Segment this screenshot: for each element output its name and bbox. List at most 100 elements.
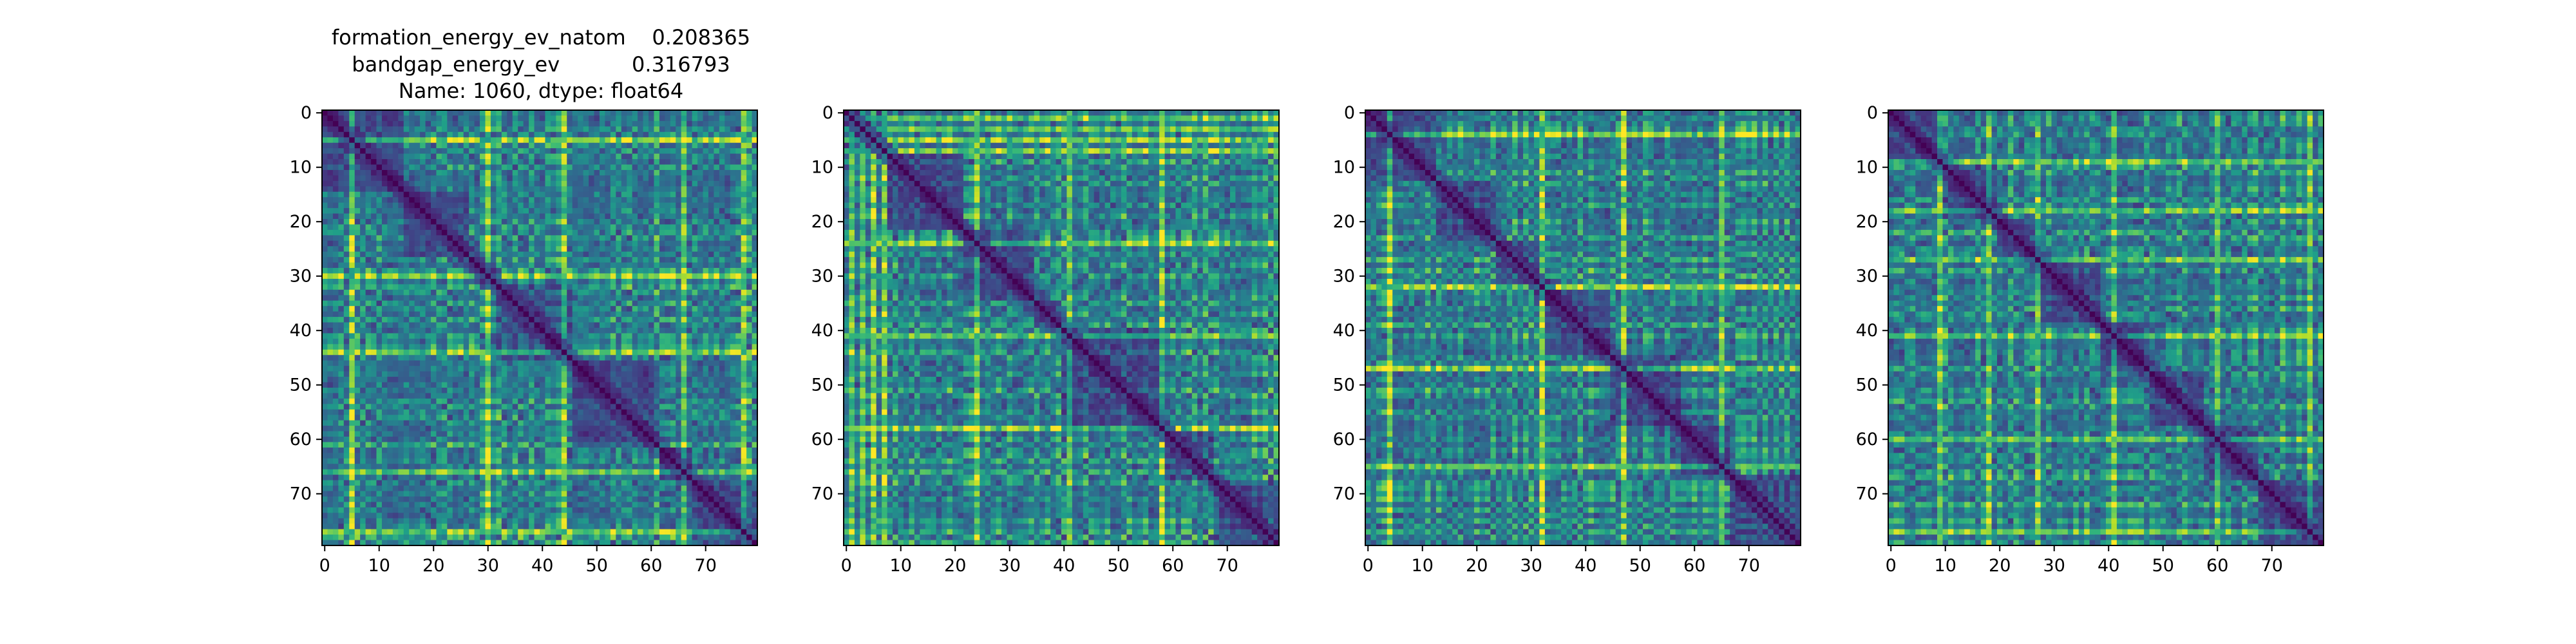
heatmap-cell	[583, 388, 589, 393]
heatmap-cell	[333, 132, 339, 138]
heatmap-cell	[486, 148, 491, 154]
heatmap-cell	[687, 301, 692, 307]
heatmap-cell	[529, 366, 535, 372]
heatmap-cell	[420, 126, 426, 132]
heatmap-cell	[371, 377, 377, 383]
heatmap-cell	[676, 143, 681, 149]
heatmap-cell	[741, 328, 747, 334]
heatmap-cell	[676, 241, 681, 247]
heatmap-cell	[540, 339, 545, 345]
heatmap-cell	[594, 121, 600, 127]
heatmap-cell	[447, 126, 453, 132]
heatmap-cell	[355, 426, 361, 431]
heatmap-cell	[681, 121, 687, 127]
heatmap-cell	[670, 252, 676, 258]
heatmap-cell	[333, 197, 339, 203]
heatmap-cell	[741, 312, 747, 317]
heatmap-cell	[611, 186, 616, 192]
heatmap-cell	[480, 306, 486, 312]
heatmap-cell	[654, 361, 659, 366]
heatmap-cell	[708, 442, 714, 448]
heatmap-cell	[409, 333, 415, 339]
heatmap-cell	[420, 372, 426, 377]
heatmap-cell	[355, 197, 361, 203]
heatmap-cell	[638, 230, 643, 236]
heatmap-cell	[349, 263, 355, 269]
heatmap-cell	[578, 252, 583, 258]
heatmap-cell	[714, 431, 719, 437]
heatmap-cell	[649, 126, 654, 132]
heatmap-cell	[458, 344, 464, 350]
heatmap-cell	[676, 344, 681, 350]
heatmap-cell	[420, 274, 426, 279]
heatmap-cell	[556, 399, 562, 404]
heatmap-cell	[746, 203, 752, 209]
heatmap-cell	[545, 154, 551, 160]
heatmap-cell	[507, 306, 513, 312]
heatmap-cell	[387, 426, 393, 431]
heatmap-cell	[540, 192, 545, 198]
heatmap-cell	[426, 208, 431, 214]
heatmap-cell	[714, 295, 719, 301]
heatmap-cell	[349, 404, 355, 410]
heatmap-cell	[322, 312, 328, 317]
heatmap-cell	[491, 241, 497, 247]
heatmap-cell	[681, 284, 687, 290]
heatmap-cell	[589, 333, 594, 339]
heatmap-cell	[681, 295, 687, 301]
heatmap-cell	[393, 448, 399, 453]
heatmap-cell	[426, 317, 431, 323]
heatmap-cell	[556, 361, 562, 366]
heatmap-cell	[578, 170, 583, 176]
heatmap-cell	[327, 170, 333, 176]
heatmap-cell	[464, 388, 469, 393]
heatmap-cell	[447, 181, 453, 187]
heatmap-cell	[562, 192, 567, 198]
heatmap-cell	[643, 410, 649, 415]
heatmap-cell	[697, 437, 703, 442]
heatmap-cell	[643, 306, 649, 312]
heatmap-cell	[327, 132, 333, 138]
heatmap-cell	[518, 442, 524, 448]
heatmap-cell	[518, 274, 524, 279]
heatmap-cell	[654, 377, 659, 383]
heatmap-cell	[687, 404, 692, 410]
heatmap-cell	[387, 279, 393, 285]
heatmap-cell	[475, 333, 480, 339]
heatmap-cell	[327, 361, 333, 366]
heatmap-cell	[529, 143, 535, 149]
heatmap-cell	[507, 230, 513, 236]
heatmap-cell	[393, 317, 399, 323]
heatmap-cell	[387, 132, 393, 138]
heatmap-cell	[447, 437, 453, 442]
heatmap-cell	[540, 344, 545, 350]
heatmap-cell	[360, 165, 366, 171]
heatmap-cell	[447, 197, 453, 203]
heatmap-cell	[578, 241, 583, 247]
heatmap-cell	[420, 355, 426, 361]
heatmap-cell	[654, 214, 659, 220]
heatmap-cell	[589, 159, 594, 165]
heatmap-cell	[649, 268, 654, 274]
heatmap-cell	[377, 410, 383, 415]
heatmap-cell	[404, 404, 410, 410]
heatmap-cell	[338, 219, 344, 225]
heatmap-cell	[398, 323, 404, 328]
heatmap-cell	[724, 175, 730, 181]
heatmap-cell	[632, 224, 638, 230]
heatmap-cell	[600, 115, 605, 121]
heatmap-cell	[611, 372, 616, 377]
heatmap-cell	[420, 143, 426, 149]
heatmap-cell	[573, 175, 578, 181]
heatmap-cell	[687, 132, 692, 138]
heatmap-cell	[436, 121, 442, 127]
heatmap-cell	[654, 274, 659, 279]
heatmap-cell	[393, 284, 399, 290]
heatmap-cell	[746, 224, 752, 230]
heatmap-cell	[404, 306, 410, 312]
heatmap-cell	[714, 126, 719, 132]
heatmap-cell	[649, 143, 654, 149]
heatmap-cell	[692, 333, 698, 339]
heatmap-cell	[338, 323, 344, 328]
heatmap-cell	[670, 301, 676, 307]
